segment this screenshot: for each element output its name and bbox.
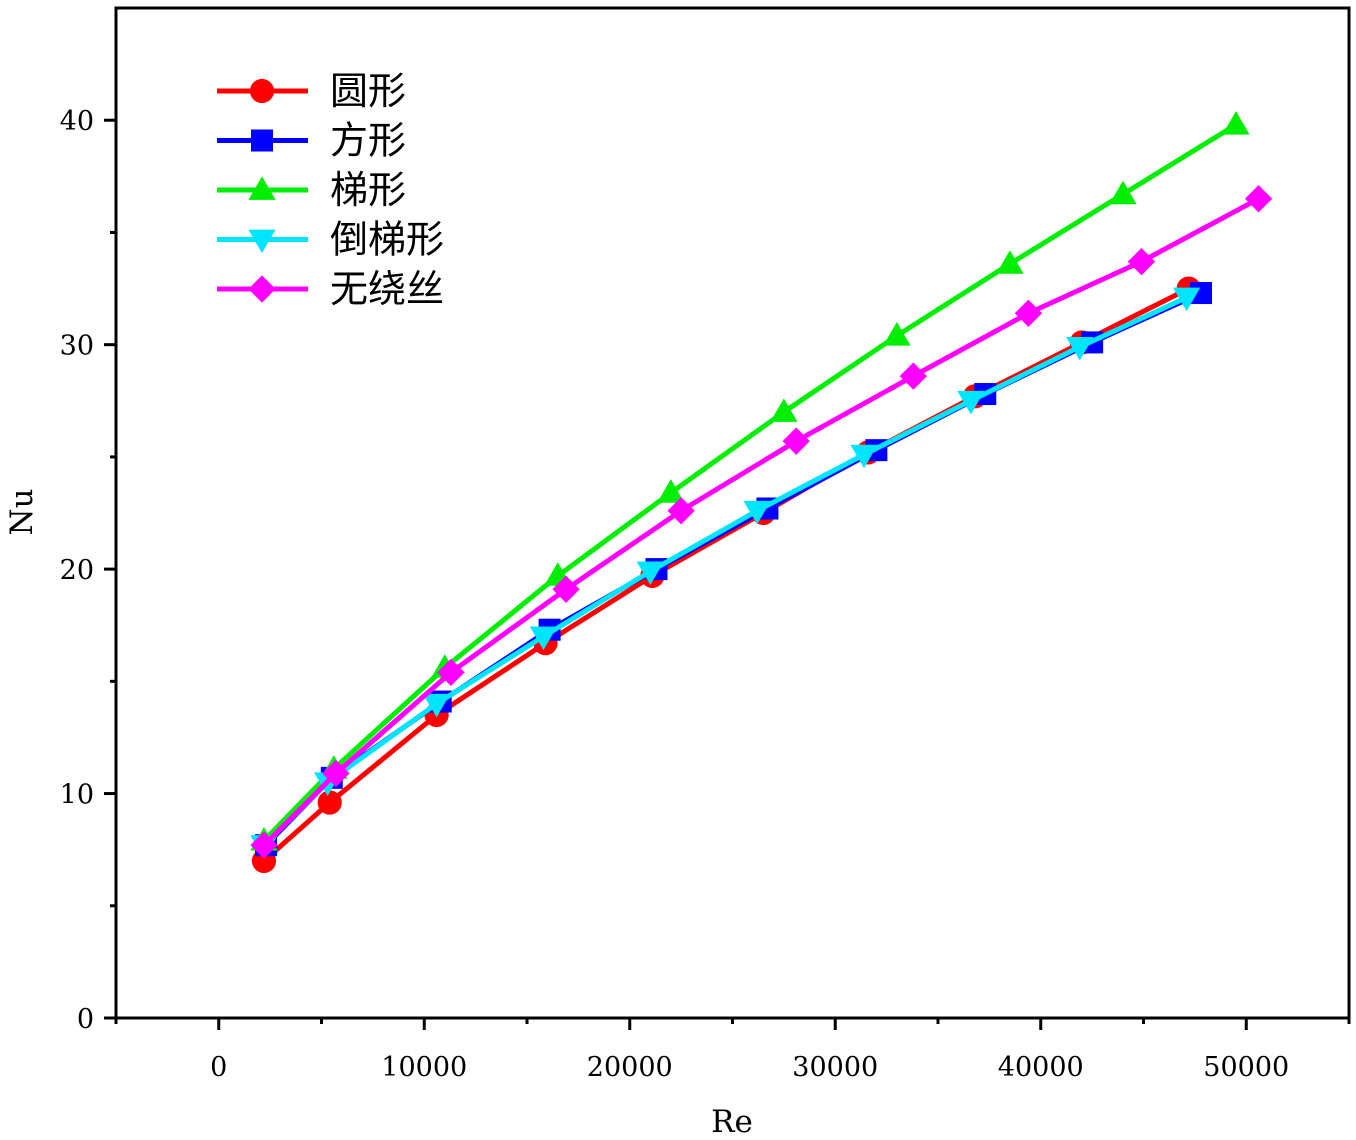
series-1	[251, 276, 1201, 873]
x-tick-label: 50000	[1203, 1052, 1289, 1083]
data-point	[552, 575, 580, 603]
series-line	[262, 295, 1188, 847]
data-point	[770, 398, 798, 422]
legend-label: 圆形	[330, 69, 406, 113]
legend-marker	[248, 229, 276, 254]
series-line	[264, 290, 1203, 847]
data-point	[322, 759, 350, 787]
series-line	[262, 122, 1238, 843]
legend-item: 梯形	[217, 168, 406, 212]
y-tick-label: 20	[60, 555, 94, 586]
data-point	[743, 500, 771, 525]
data-point	[1066, 337, 1094, 361]
data-point	[1173, 287, 1201, 312]
series-line	[262, 286, 1190, 863]
series-4	[250, 287, 1201, 859]
y-tick-label: 30	[60, 331, 94, 362]
plot-frame	[114, 6, 1351, 1020]
series-2	[255, 282, 1213, 857]
legend-item: 无绕丝	[217, 267, 444, 311]
x-tick-label: 10000	[381, 1052, 467, 1083]
data-point	[1244, 185, 1273, 213]
legend-label: 无绕丝	[330, 267, 444, 311]
data-point	[250, 831, 278, 859]
data-point	[850, 444, 878, 469]
data-point	[657, 479, 685, 503]
data-point	[782, 427, 810, 455]
data-point	[1127, 247, 1156, 276]
series-layer	[250, 111, 1273, 873]
y-tick-label: 0	[77, 1004, 94, 1035]
data-point	[1222, 111, 1250, 135]
data-point	[529, 626, 558, 651]
legend-item: 倒梯形	[217, 218, 444, 262]
legend-label: 方形	[330, 119, 406, 163]
x-tick-label: 20000	[587, 1052, 673, 1083]
legend-label: 倒梯形	[330, 218, 444, 262]
data-point	[317, 790, 342, 815]
data-point	[667, 497, 695, 525]
legend-item: 圆形	[217, 69, 406, 113]
data-point	[957, 390, 985, 415]
legend-marker	[251, 129, 273, 152]
x-tick-label: 30000	[792, 1052, 878, 1083]
data-point	[1190, 282, 1213, 305]
data-point	[899, 362, 927, 390]
y-axis-title: Nu	[4, 488, 40, 535]
y-tick-label: 40	[60, 106, 94, 137]
y-tick-label: 10	[60, 780, 94, 811]
data-point	[422, 693, 451, 718]
y-axis-ticks: 0 10 20 30 40	[60, 106, 116, 1035]
series-5	[250, 185, 1273, 859]
data-point	[437, 658, 465, 686]
series-line	[262, 196, 1260, 847]
x-axis-ticks: 0 10000 20000 30000 40000 50000	[114, 1018, 1351, 1083]
data-point	[996, 250, 1024, 274]
data-point	[883, 322, 911, 346]
data-point	[636, 561, 664, 585]
x-tick-label: 40000	[998, 1052, 1084, 1083]
legend-marker	[249, 78, 275, 104]
data-point	[1109, 180, 1137, 205]
x-axis-title: Re	[711, 1104, 753, 1140]
legend-marker	[248, 176, 276, 200]
data-point	[1014, 299, 1043, 327]
legend-label: 梯形	[330, 168, 406, 212]
x-tick-label: 0	[210, 1052, 227, 1083]
legend-marker	[248, 275, 276, 303]
legend-item: 方形	[217, 119, 406, 163]
